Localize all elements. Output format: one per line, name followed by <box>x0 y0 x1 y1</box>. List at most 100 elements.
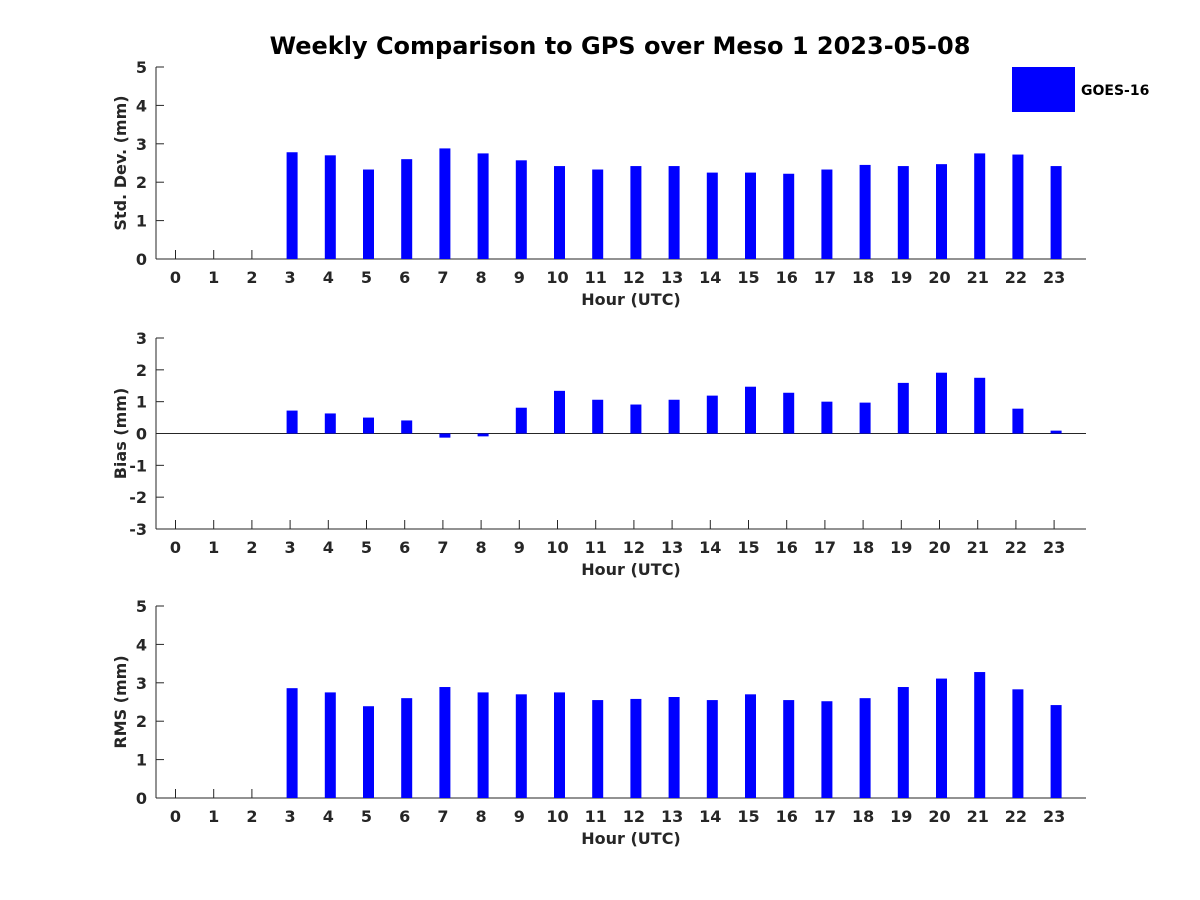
bias-x-tick-label: 7 <box>437 538 448 557</box>
rms-bar-hour-6 <box>401 698 413 798</box>
rms-x-tick-label: 3 <box>285 807 296 826</box>
bias-bar-hour-13 <box>668 399 680 434</box>
rms-y-axis-label: RMS (mm) <box>111 655 130 748</box>
bias-bar-hour-23 <box>1050 430 1062 434</box>
std-dev-x-tick-label: 23 <box>1043 268 1065 287</box>
std-dev-x-tick-label: 7 <box>437 268 448 287</box>
bias-y-tick-label: -1 <box>129 456 147 475</box>
rms-x-tick-label: 2 <box>246 807 257 826</box>
std-dev-y-tick-label: 2 <box>136 173 147 192</box>
rms-bar-hour-21 <box>974 672 986 798</box>
rms-y-tick-label: 1 <box>136 751 147 770</box>
rms-bar-hour-23 <box>1050 705 1062 798</box>
bias-y-tick-label: 3 <box>136 329 147 348</box>
bias-x-tick-label: 5 <box>361 538 372 557</box>
bias-bar-hour-8 <box>477 433 489 437</box>
bias-bar-hour-12 <box>630 404 642 434</box>
rms-x-tick-label: 11 <box>585 807 607 826</box>
rms-bar-hour-7 <box>439 687 451 798</box>
bias-bar-hour-7 <box>439 433 451 438</box>
std-dev-y-tick-label: 4 <box>136 96 147 115</box>
std-dev-x-tick-label: 19 <box>890 268 912 287</box>
bias-bar-hour-6 <box>401 420 413 434</box>
rms-x-tick-label: 16 <box>776 807 798 826</box>
std-dev-x-tick-label: 21 <box>967 268 989 287</box>
bias-y-tick-label: 2 <box>136 361 147 380</box>
rms-bar-hour-5 <box>363 706 374 798</box>
rms-bar-hour-16 <box>783 700 795 798</box>
bias-x-tick-label: 1 <box>208 538 219 557</box>
std-dev-bar-hour-9 <box>515 160 527 259</box>
rms-x-tick-label: 22 <box>1005 807 1027 826</box>
bias-x-tick-label: 21 <box>967 538 989 557</box>
bias-bar-hour-15 <box>745 386 756 434</box>
bias-bar-hour-22 <box>1012 408 1024 434</box>
bias-x-tick-label: 22 <box>1005 538 1027 557</box>
std-dev-y-tick-label: 0 <box>136 250 147 269</box>
rms-x-tick-label: 8 <box>476 807 487 826</box>
std-dev-bar-hour-12 <box>630 166 642 259</box>
std-dev-bar-hour-6 <box>401 159 413 259</box>
bias-x-tick-label: 14 <box>699 538 721 557</box>
bias-bar-hour-9 <box>515 407 527 434</box>
bias-bar-hour-11 <box>592 399 604 434</box>
bias-y-tick-label: 0 <box>136 425 147 444</box>
legend: GOES-16 <box>1012 67 1149 112</box>
std-dev-x-tick-label: 0 <box>170 268 181 287</box>
std-dev-bar-hour-14 <box>706 172 718 259</box>
bias-bar-hour-17 <box>821 401 833 434</box>
std-dev-x-tick-label: 16 <box>776 268 798 287</box>
bias-x-tick-label: 20 <box>928 538 950 557</box>
rms-x-tick-label: 5 <box>361 807 372 826</box>
bias-bar-hour-20 <box>936 372 947 434</box>
rms-bar-hour-15 <box>745 694 756 798</box>
rms-y-tick-label: 0 <box>136 789 147 808</box>
bias-x-tick-label: 3 <box>285 538 296 557</box>
bias-x-tick-label: 19 <box>890 538 912 557</box>
rms-bar-hour-10 <box>554 692 565 798</box>
std-dev-bar-hour-5 <box>363 169 374 259</box>
std-dev-bar-hour-7 <box>439 148 451 259</box>
std-dev-x-tick-label: 8 <box>476 268 487 287</box>
std-dev-x-tick-label: 15 <box>737 268 759 287</box>
rms-bar-hour-13 <box>668 697 680 798</box>
bias-bar-hour-14 <box>706 395 718 434</box>
std-dev-x-tick-label: 22 <box>1005 268 1027 287</box>
std-dev-x-tick-label: 1 <box>208 268 219 287</box>
rms-x-tick-label: 14 <box>699 807 721 826</box>
std-dev-bar-hour-16 <box>783 173 795 259</box>
bias-x-tick-label: 13 <box>661 538 683 557</box>
std-dev-bar-hour-23 <box>1050 166 1062 259</box>
rms-bar-hour-9 <box>515 694 527 798</box>
bias-x-tick-label: 8 <box>476 538 487 557</box>
std-dev-x-tick-label: 10 <box>546 268 568 287</box>
bias-y-tick-label: 1 <box>136 393 147 412</box>
rms-bar-hour-20 <box>936 678 947 798</box>
rms-x-tick-label: 21 <box>967 807 989 826</box>
std-dev-x-tick-label: 2 <box>246 268 257 287</box>
bias-x-tick-label: 2 <box>246 538 257 557</box>
std-dev-bar-hour-8 <box>477 153 489 259</box>
bias-x-tick-label: 18 <box>852 538 874 557</box>
std-dev-x-tick-label: 11 <box>585 268 607 287</box>
bias-bar-hour-16 <box>783 392 795 434</box>
rms-bar-hour-12 <box>630 698 642 798</box>
rms-bar-hour-14 <box>706 700 718 798</box>
bias-y-tick-label: -2 <box>129 488 147 507</box>
std-dev-bar-hour-21 <box>974 153 986 259</box>
rms-x-tick-label: 13 <box>661 807 683 826</box>
bias-bar-hour-19 <box>897 382 909 434</box>
legend-swatch <box>1012 67 1075 112</box>
rms-bar-hour-11 <box>592 700 604 798</box>
std-dev-x-tick-label: 20 <box>928 268 950 287</box>
rms-bar-hour-3 <box>286 688 298 798</box>
bias-x-tick-label: 16 <box>776 538 798 557</box>
rms-bar-hour-8 <box>477 692 489 798</box>
std-dev-y-axis-label: Std. Dev. (mm) <box>111 95 130 230</box>
rms-x-tick-label: 19 <box>890 807 912 826</box>
std-dev-y-tick-label: 3 <box>136 135 147 154</box>
bias-x-tick-label: 23 <box>1043 538 1065 557</box>
bias-x-tick-label: 9 <box>514 538 525 557</box>
